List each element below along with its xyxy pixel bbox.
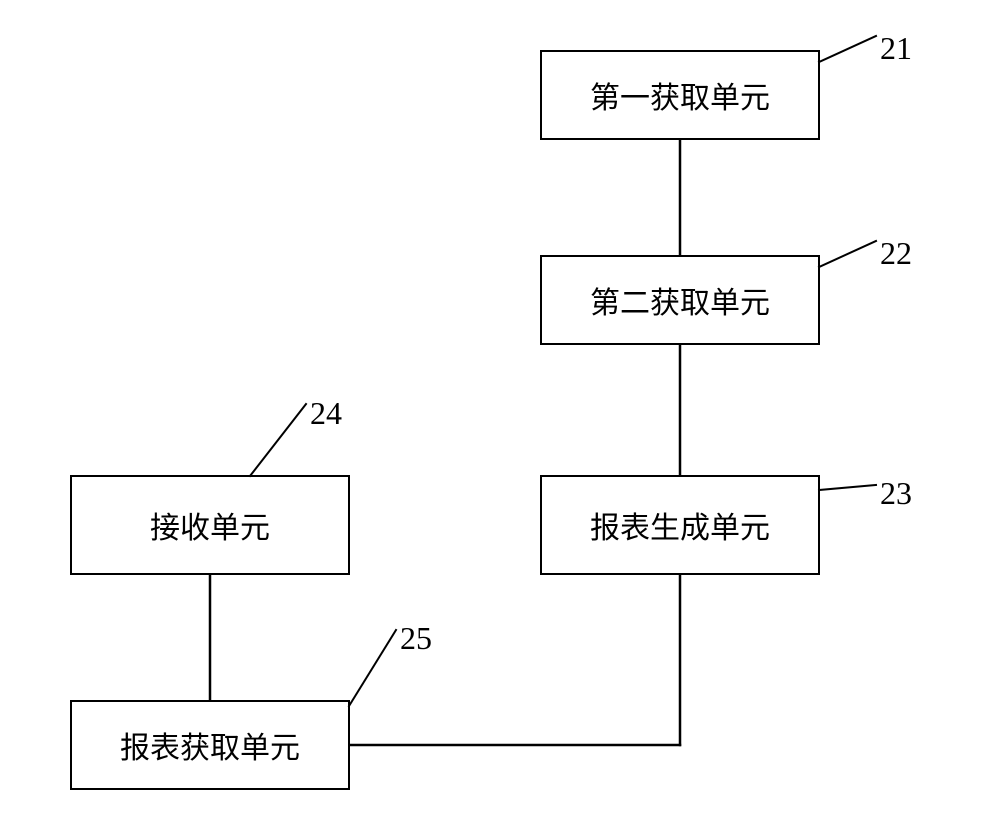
node-number-24: 24: [310, 395, 342, 432]
node-label: 第一获取单元: [590, 73, 770, 117]
node-number-25: 25: [400, 620, 432, 657]
node-label: 接收单元: [150, 503, 270, 547]
node-label: 报表获取单元: [120, 723, 300, 767]
node-number-21: 21: [880, 30, 912, 67]
node-report-acquire-unit: 报表获取单元: [70, 700, 350, 790]
connector-overlay: [0, 0, 1000, 815]
node-second-acquire-unit: 第二获取单元: [540, 255, 820, 345]
node-label: 报表生成单元: [590, 503, 770, 547]
node-number-22: 22: [880, 235, 912, 272]
node-number-23: 23: [880, 475, 912, 512]
node-first-acquire-unit: 第一获取单元: [540, 50, 820, 140]
node-label: 第二获取单元: [590, 278, 770, 322]
node-report-generate-unit: 报表生成单元: [540, 475, 820, 575]
diagram-canvas: 第一获取单元 21 第二获取单元 22 报表生成单元 23 接收单元 24 报表…: [0, 0, 1000, 815]
node-receive-unit: 接收单元: [70, 475, 350, 575]
